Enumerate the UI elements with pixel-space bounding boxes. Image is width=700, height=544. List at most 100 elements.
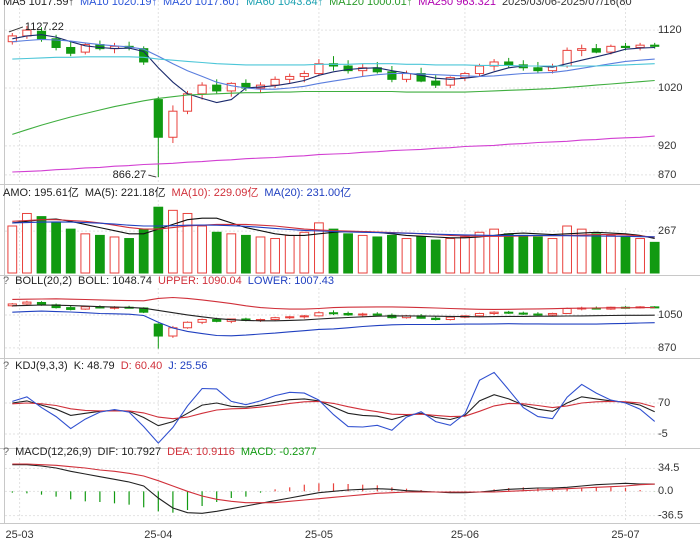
indicator-line — [12, 371, 656, 444]
volume-bar — [22, 212, 32, 274]
indicator-line — [12, 79, 655, 135]
legend-entry: MA(5): 221.18亿 — [85, 186, 166, 199]
x-tick-label: 25-07 — [611, 529, 639, 541]
candle-body — [562, 308, 572, 314]
volume-bar — [547, 238, 558, 274]
candle-body — [212, 84, 222, 92]
legend-entry: MA250 963.321 — [418, 0, 496, 8]
candle-body — [22, 301, 32, 305]
volume-bar — [401, 238, 412, 274]
candle-body — [620, 45, 631, 48]
volume-bar — [562, 225, 572, 274]
volume-bar — [65, 228, 76, 274]
candle-body — [197, 319, 207, 323]
candle-body — [416, 73, 426, 82]
candle-body — [547, 312, 558, 316]
candle-body — [431, 317, 441, 321]
indicator-line — [12, 463, 655, 504]
legend-entry: MA5 1017.59↑ — [3, 0, 74, 8]
volume-bar — [109, 236, 120, 274]
candle-body — [358, 313, 368, 316]
indicator-line — [12, 221, 655, 238]
candle-body — [66, 307, 76, 310]
y-tick-label: 1050 — [658, 309, 682, 321]
volume-bar — [357, 234, 368, 274]
y-tick-label: 267 — [658, 225, 676, 237]
volume-bar — [7, 225, 18, 274]
volume-bar — [533, 236, 543, 274]
candle-body — [314, 63, 324, 75]
y-tick-label: -36.5 — [658, 510, 683, 522]
y-tick-label: 1020 — [658, 82, 682, 94]
candle-body — [606, 45, 616, 53]
annotation-leader — [148, 174, 157, 178]
panel-separators — [0, 0, 700, 524]
candle-body — [518, 312, 528, 315]
volume-bar — [197, 225, 207, 274]
candle-body — [533, 313, 543, 316]
candle-body — [270, 317, 280, 321]
volume-bar — [489, 228, 499, 274]
candle-body — [299, 73, 309, 77]
legend-entry: AMO: 195.61亿 — [3, 186, 79, 199]
legend-entry: MACD(12,26,9) — [15, 446, 91, 458]
volume-bar — [255, 236, 266, 274]
volume-bar — [95, 234, 105, 274]
candle-body — [226, 82, 236, 92]
legend-entry: ? — [3, 446, 9, 458]
volume-bar — [635, 238, 645, 274]
indicator-line — [12, 135, 655, 173]
candle-body — [153, 99, 163, 138]
x-tick-label: 25-05 — [305, 529, 333, 541]
legend-entry: K: 48.79 — [74, 360, 115, 372]
x-tick-label: 25-06 — [451, 529, 479, 541]
legend-entry: J: 25.56 — [168, 360, 207, 372]
candle-body — [328, 312, 339, 315]
volume-bar — [474, 231, 485, 274]
indicator-line — [12, 304, 655, 322]
indicator-line — [12, 217, 655, 239]
legend-entry: ? — [3, 275, 9, 287]
x-tick-label: 25-04 — [144, 529, 172, 541]
candle-body — [445, 77, 455, 86]
volume-bar — [226, 233, 237, 274]
legend-entry: KDJ(9,3,3) — [15, 360, 68, 372]
candle-body — [504, 311, 514, 314]
candle-body — [314, 312, 324, 317]
candle-body — [489, 311, 499, 314]
candle-body — [328, 63, 339, 67]
high-annotation: 1127.22 — [25, 21, 64, 33]
indicator-line — [12, 34, 655, 104]
candle-body — [591, 48, 601, 53]
candle-body — [80, 44, 90, 53]
y-tick-label: 870 — [658, 169, 676, 181]
candle-body — [270, 78, 280, 86]
candle-body — [577, 48, 587, 51]
legend-entry: D: 60.40 — [121, 360, 163, 372]
candle-body — [431, 80, 441, 86]
annotation-leader — [8, 26, 24, 33]
legend-entry: DIF: 10.7927 — [98, 446, 162, 458]
volume-bar — [606, 234, 616, 274]
legend-entry: LOWER: 1007.43 — [248, 275, 334, 287]
volume-bar — [211, 231, 222, 274]
indicator-line — [12, 310, 655, 337]
candle-body — [168, 110, 178, 138]
x-tick-label: 25-03 — [6, 529, 34, 541]
indicator-line — [12, 38, 655, 90]
volume-bar — [153, 206, 164, 274]
volume-bar — [138, 228, 149, 274]
candle-body — [401, 73, 412, 80]
indicator-line — [12, 56, 655, 67]
candle-body — [489, 61, 499, 67]
candle-body — [474, 65, 485, 75]
candle-body — [372, 313, 382, 316]
volume-bar — [241, 234, 251, 274]
volume-bar — [445, 238, 456, 274]
volume-bar — [372, 236, 383, 274]
legend-entry: UPPER: 1090.04 — [158, 275, 242, 287]
legend-entry: MA(10): 229.09亿 — [172, 186, 259, 199]
legend-entry: MA(20): 231.00亿 — [264, 186, 351, 199]
volume-bar — [270, 238, 280, 274]
